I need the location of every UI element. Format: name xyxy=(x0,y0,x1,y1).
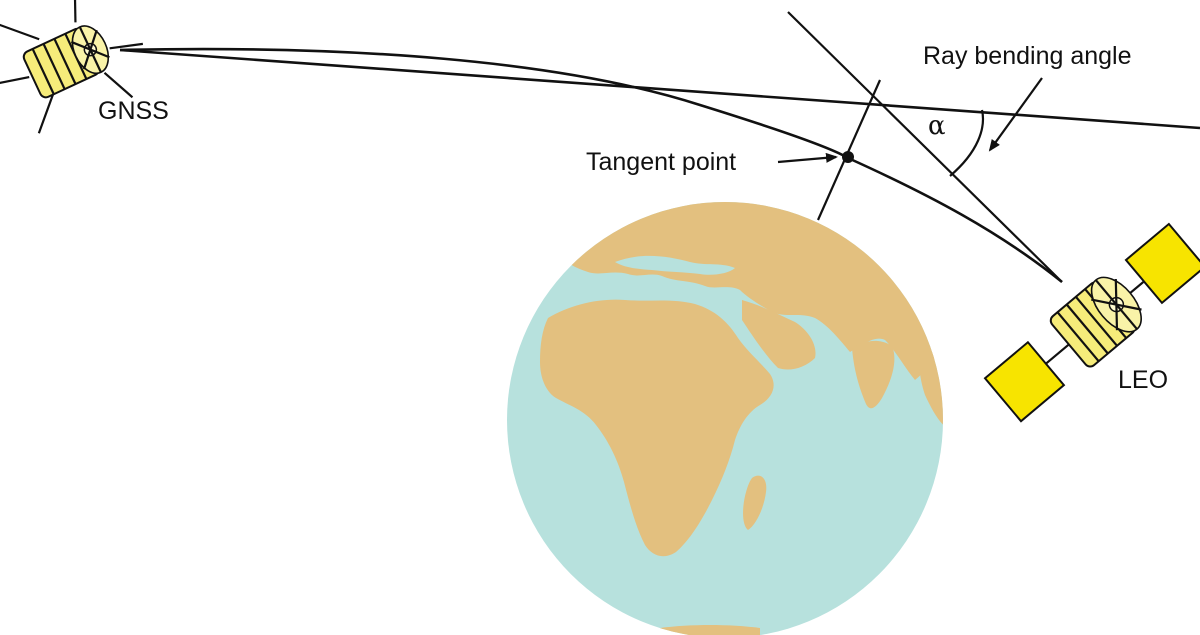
tangent-point-arrow xyxy=(777,152,838,164)
arabian-peninsula xyxy=(742,300,816,370)
tangent-point-label: Tangent point xyxy=(586,148,736,176)
gnss-label: GNSS xyxy=(98,97,169,125)
alpha-symbol: α xyxy=(928,111,946,141)
gnss-satellite-icon xyxy=(0,0,144,134)
ray-bending-angle-label: Ray bending angle xyxy=(923,42,1132,70)
africa-continent xyxy=(540,299,774,557)
madagascar-island xyxy=(743,475,767,530)
southern-landmass xyxy=(660,625,760,635)
leo-solar-panel-left xyxy=(983,340,1066,423)
india-subcontinent xyxy=(852,340,895,409)
leo-satellite-icon xyxy=(983,222,1200,423)
bending-angle-arrow xyxy=(988,77,1043,152)
ray-tangent-line xyxy=(787,11,1063,283)
leo-label: LEO xyxy=(1118,366,1168,394)
tangent-point-dot xyxy=(842,151,854,163)
bending-angle-arc xyxy=(949,109,984,177)
straight-line-of-sight xyxy=(119,48,1200,130)
mediterranean-sea xyxy=(615,255,735,275)
bent-signal-ray xyxy=(119,47,1063,284)
perpendicular-to-earth xyxy=(816,79,882,221)
leo-solar-panel-right xyxy=(1124,222,1200,305)
earth-globe xyxy=(507,202,943,635)
